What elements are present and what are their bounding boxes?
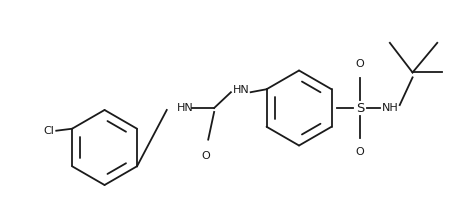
Text: HN: HN bbox=[233, 85, 250, 95]
Text: HN: HN bbox=[176, 103, 194, 113]
Text: O: O bbox=[356, 59, 365, 69]
Text: Cl: Cl bbox=[44, 126, 54, 136]
Text: O: O bbox=[202, 151, 211, 161]
Text: NH: NH bbox=[382, 103, 399, 113]
Text: O: O bbox=[356, 148, 365, 158]
Text: S: S bbox=[356, 102, 365, 115]
